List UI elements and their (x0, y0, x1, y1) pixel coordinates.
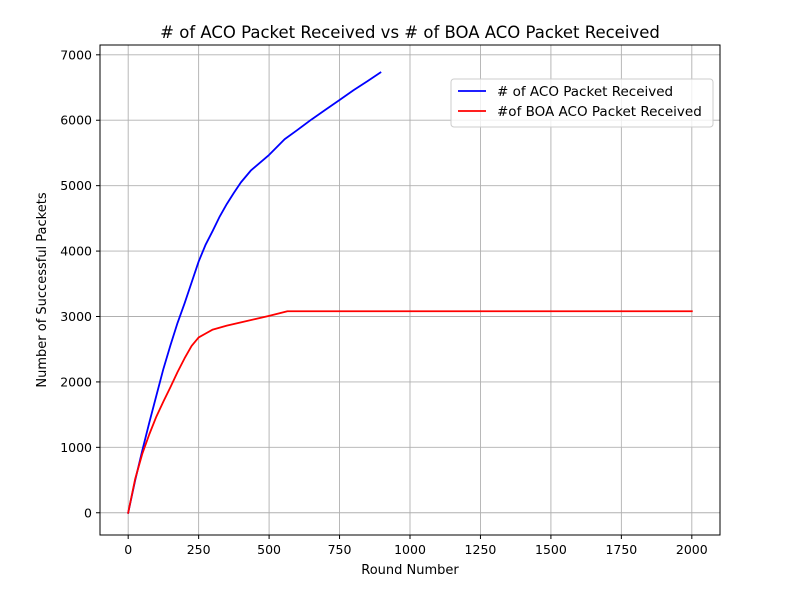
series-line-aco (127, 71, 382, 514)
x-tick-label: 1750 (605, 542, 637, 557)
legend-box (450, 78, 714, 128)
y-axis-label: Number of Successful Packets (35, 192, 50, 387)
y-tick-label: 7000 (60, 47, 92, 62)
series-layer (127, 71, 693, 514)
y-axis: 0 1000 2000 3000 4000 5000 6000 7000 (60, 47, 100, 520)
x-axis-label: Round Number (361, 563, 459, 578)
y-tick-label: 4000 (60, 244, 92, 259)
x-tick-label: 0 (124, 542, 132, 557)
y-tick-label: 3000 (60, 309, 92, 324)
y-tick-label: 0 (84, 505, 92, 520)
series-line-boa-aco (127, 310, 693, 514)
x-tick-label: 1000 (394, 542, 426, 557)
x-tick-label: 750 (328, 542, 352, 557)
chart-title: # of ACO Packet Received vs # of BOA ACO… (160, 23, 660, 42)
x-tick-label: 1500 (535, 542, 567, 557)
y-tick-label: 1000 (60, 440, 92, 455)
legend: # of ACO Packet Received #of BOA ACO Pac… (450, 78, 714, 128)
y-tick-label: 6000 (60, 113, 92, 128)
x-tick-label: 1250 (465, 542, 497, 557)
y-tick-label: 5000 (60, 178, 92, 193)
x-tick-label: 250 (187, 542, 211, 557)
x-axis: 0 250 500 750 1000 1250 1500 1750 2000 (124, 535, 708, 557)
x-tick-label: 2000 (676, 542, 708, 557)
y-tick-label: 2000 (60, 374, 92, 389)
legend-label-aco: # of ACO Packet Received (497, 84, 673, 100)
x-tick-label: 500 (257, 542, 281, 557)
legend-label-boa-aco: #of BOA ACO Packet Received (497, 104, 702, 120)
